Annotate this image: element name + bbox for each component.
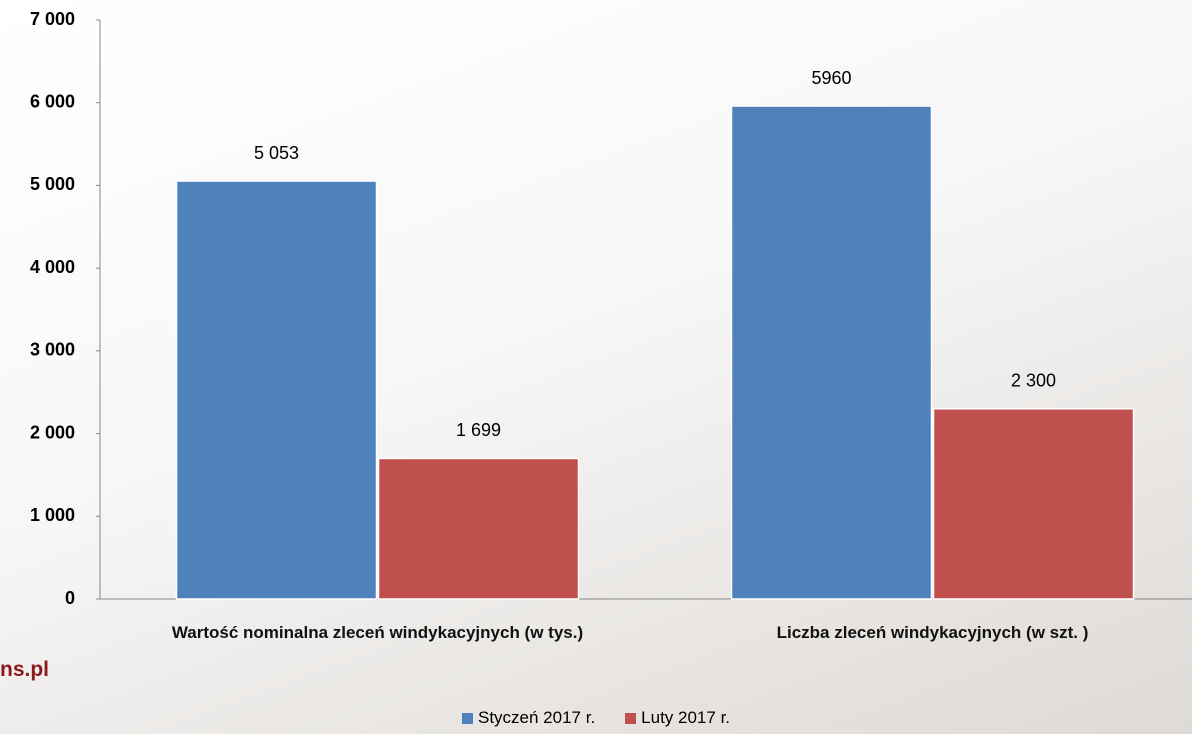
- y-tick-label: 1 000: [30, 505, 75, 525]
- bar: [377, 457, 580, 600]
- y-tick-label: 0: [65, 588, 75, 608]
- y-tick-label: 6 000: [30, 91, 75, 111]
- legend-swatch: [625, 712, 637, 724]
- watermark: ns.pl: [0, 658, 50, 681]
- bar: [932, 408, 1135, 600]
- bar: [175, 180, 378, 600]
- x-tick-label: Wartość nominalna zleceń windykacyjnych …: [171, 623, 584, 642]
- value-label: 5960: [811, 68, 851, 88]
- y-tick-label: 3 000: [30, 340, 75, 360]
- y-tick-label: 2 000: [30, 422, 75, 442]
- legend: Styczeń 2017 r. Luty 2017 r.: [0, 708, 1192, 728]
- value-label: 2 300: [1011, 371, 1056, 391]
- legend-label: Styczeń 2017 r.: [477, 708, 596, 727]
- y-tick-label: 5 000: [30, 174, 75, 194]
- legend-swatch: [461, 712, 473, 724]
- y-tick-label: 7 000: [30, 9, 75, 29]
- y-tick-label: 4 000: [30, 257, 75, 277]
- legend-label: Luty 2017 r.: [641, 708, 731, 727]
- value-label: 5 053: [254, 143, 299, 163]
- legend-item: Luty 2017 r.: [625, 708, 730, 728]
- legend-item: Styczeń 2017 r.: [461, 708, 596, 728]
- bar: [730, 105, 933, 600]
- value-label: 1 699: [456, 420, 501, 440]
- x-tick-label: Liczba zleceń windykacyjnych (w szt. ): [776, 623, 1089, 642]
